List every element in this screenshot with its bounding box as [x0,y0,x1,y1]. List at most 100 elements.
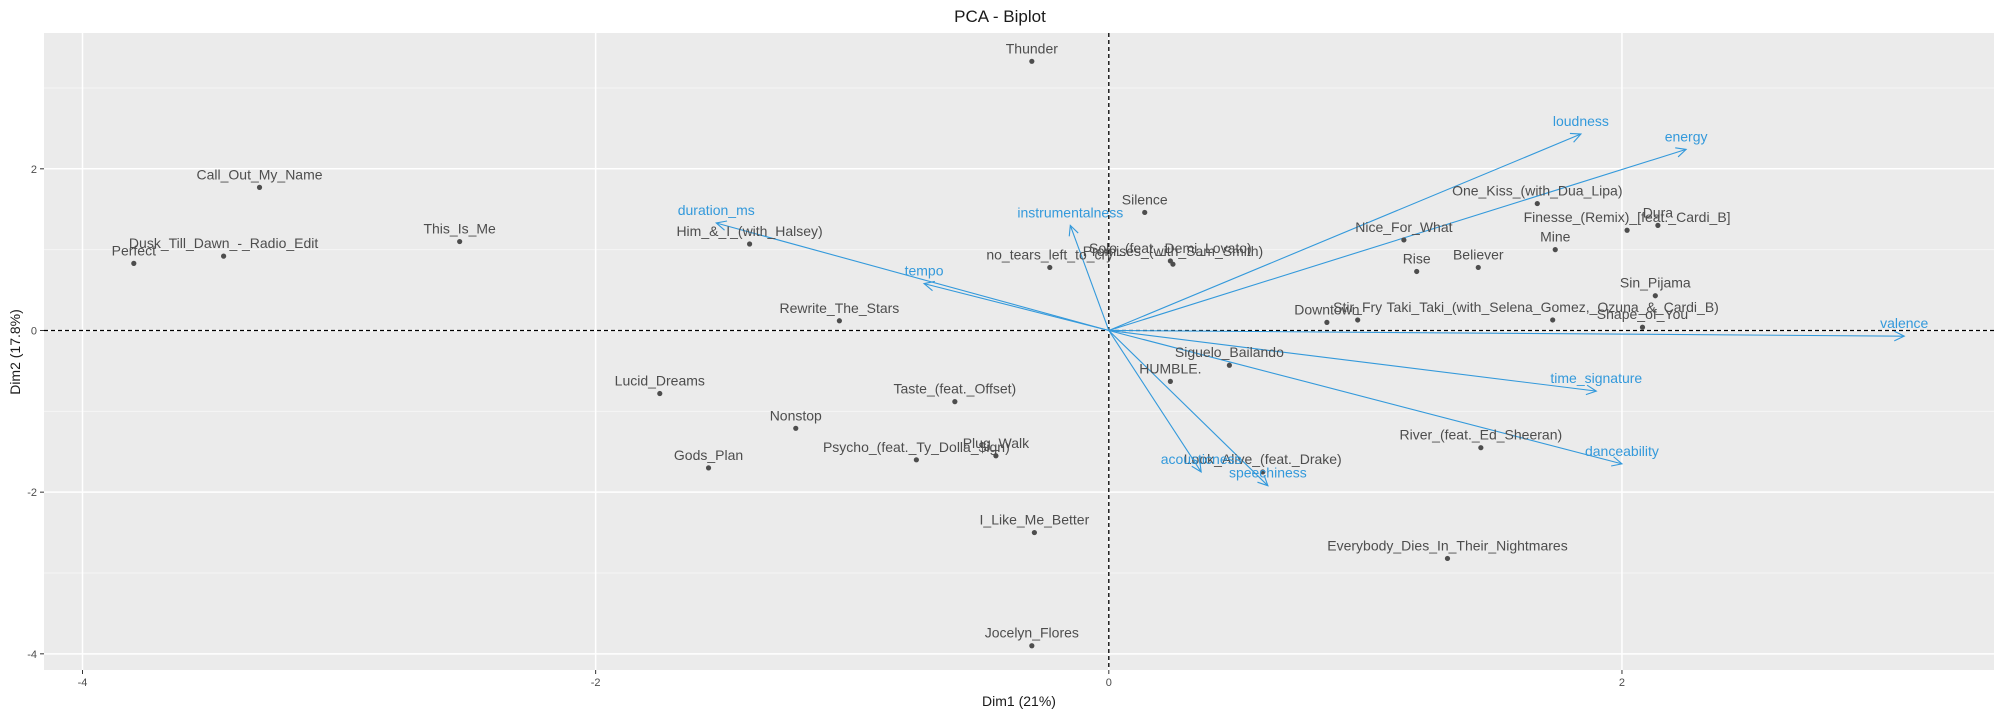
point-label: I_Like_Me_Better [980,512,1090,528]
arrowhead-instrumentalness [1068,224,1079,237]
arrow-acousticness [1108,330,1202,473]
point [1324,319,1330,325]
point [1550,317,1556,323]
point-label: Him_&_I_(with_Halsey) [676,223,822,239]
point [1639,324,1646,330]
point-label: Everybody_Dies_In_Their_Nightmares [1327,537,1567,553]
arrowhead-tempo [922,280,935,292]
point-label: Siguelo_Bailando [1175,344,1284,360]
variable-arrows [715,132,1906,487]
point-label: Taki_Taki_(with_Selena_Gomez,_Ozuna_&_Ca… [1387,299,1719,315]
point [1029,643,1035,649]
point-label: Rise [1403,250,1431,266]
point [836,318,842,324]
y-axis-label: Dim2 (17.8%) [7,309,23,395]
point-label: Plug_Walk [963,435,1030,451]
variable-label: energy [1665,128,1708,144]
point [793,425,799,431]
point [256,184,263,190]
point-label: Lucid_Dreams [615,373,705,389]
point [1142,209,1148,216]
variable-label: danceability [1585,443,1659,459]
point-label: Shape_of_You [1597,306,1688,322]
x-axis-label: Dim1 (21%) [982,693,1056,709]
variable-label: time_signature [1550,370,1642,386]
point-label: Dusk_Till_Dawn_-_Radio_Edit [129,235,318,251]
point [913,457,919,463]
y-tick-label: 2 [31,164,37,176]
point [221,253,227,259]
variable-label: duration_ms [678,202,755,218]
point [1047,264,1053,271]
point-label: One_Kiss_(with_Dua_Lipa) [1452,183,1622,199]
chart-title: PCA - Biplot [954,7,1046,26]
point-label: Perfect [112,242,156,258]
x-tick-label: -2 [591,677,601,689]
minor-gridlines [44,87,1994,574]
point [1534,200,1540,207]
point [1652,293,1658,299]
point-label: Look_Alive_(feat._Drake) [1184,451,1342,467]
point [1624,227,1630,233]
x-tick-label: 0 [1106,677,1112,689]
point-label: Solo_(feat._Demi_Lovato) [1089,240,1252,256]
plot-panel [44,33,1994,670]
point [1478,445,1484,451]
variable-label: acousticness [1161,451,1242,467]
point [1655,222,1661,228]
y-axis-ticks: -4 -2 0 2 [27,164,44,661]
point-label: This_Is_Me [423,221,496,237]
point [1414,268,1420,275]
arrow-danceability [1108,329,1623,465]
point [1355,317,1361,323]
arrowhead-speechiness [1257,475,1269,487]
arrowhead-acousticness [1191,460,1202,474]
y-tick-label: -2 [27,487,37,499]
point-label: Mine [1540,229,1571,245]
point [1444,555,1451,562]
arrow-speechiness [1108,330,1269,487]
arrow-time_signature [1108,329,1597,392]
point [131,260,137,266]
arrowhead-time_signature [1585,384,1598,396]
point-label: Stir_Fry [1333,299,1382,315]
point-label: Call_Out_My_Name [196,166,322,182]
point-label: Believer [1453,246,1504,262]
point-label: Psycho_(feat._Ty_Dolla_$ign) [823,439,1010,455]
point [1260,469,1266,475]
arrowhead-danceability [1611,456,1624,467]
point-label: Sin_Pijama [1620,275,1691,291]
point [657,390,663,397]
point-label: Taste_(feat._Offset) [894,381,1017,397]
arrow-energy [1108,148,1687,332]
point [746,241,753,247]
arrow-instrumentalness [1069,225,1110,331]
point [1401,237,1407,243]
point [1170,261,1176,267]
point-label: HUMBLE. [1139,360,1201,376]
point-label: Promises_(with_Sam_Smith) [1083,243,1264,259]
point-label: Silence [1122,191,1168,207]
point-label: Thunder [1006,40,1058,56]
point-label: no_tears_left_to_cry [986,246,1113,262]
point-label: Rewrite_The_Stars [779,300,899,316]
point [1475,264,1481,271]
arrowhead-energy [1675,147,1688,158]
point [1167,378,1173,385]
point [1029,58,1035,64]
arrow-valence [1108,329,1905,337]
variable-label: tempo [905,263,944,279]
x-tick-label: 2 [1619,677,1625,689]
y-tick-label: -4 [27,649,37,661]
arrowhead-duration_ms [715,220,728,231]
point [457,238,463,245]
arrow-loudness [1108,133,1582,331]
point-label: Nice_For_What [1355,219,1452,235]
point-label: Jocelyn_Flores [985,625,1079,641]
point-label: Gods_Plan [674,447,743,463]
variable-label: speechiness [1229,465,1307,481]
point [705,465,712,471]
point-label: Finesse_(Remix)_[feat._Cardi_B] [1524,209,1731,225]
y-tick-label: 0 [31,325,37,337]
